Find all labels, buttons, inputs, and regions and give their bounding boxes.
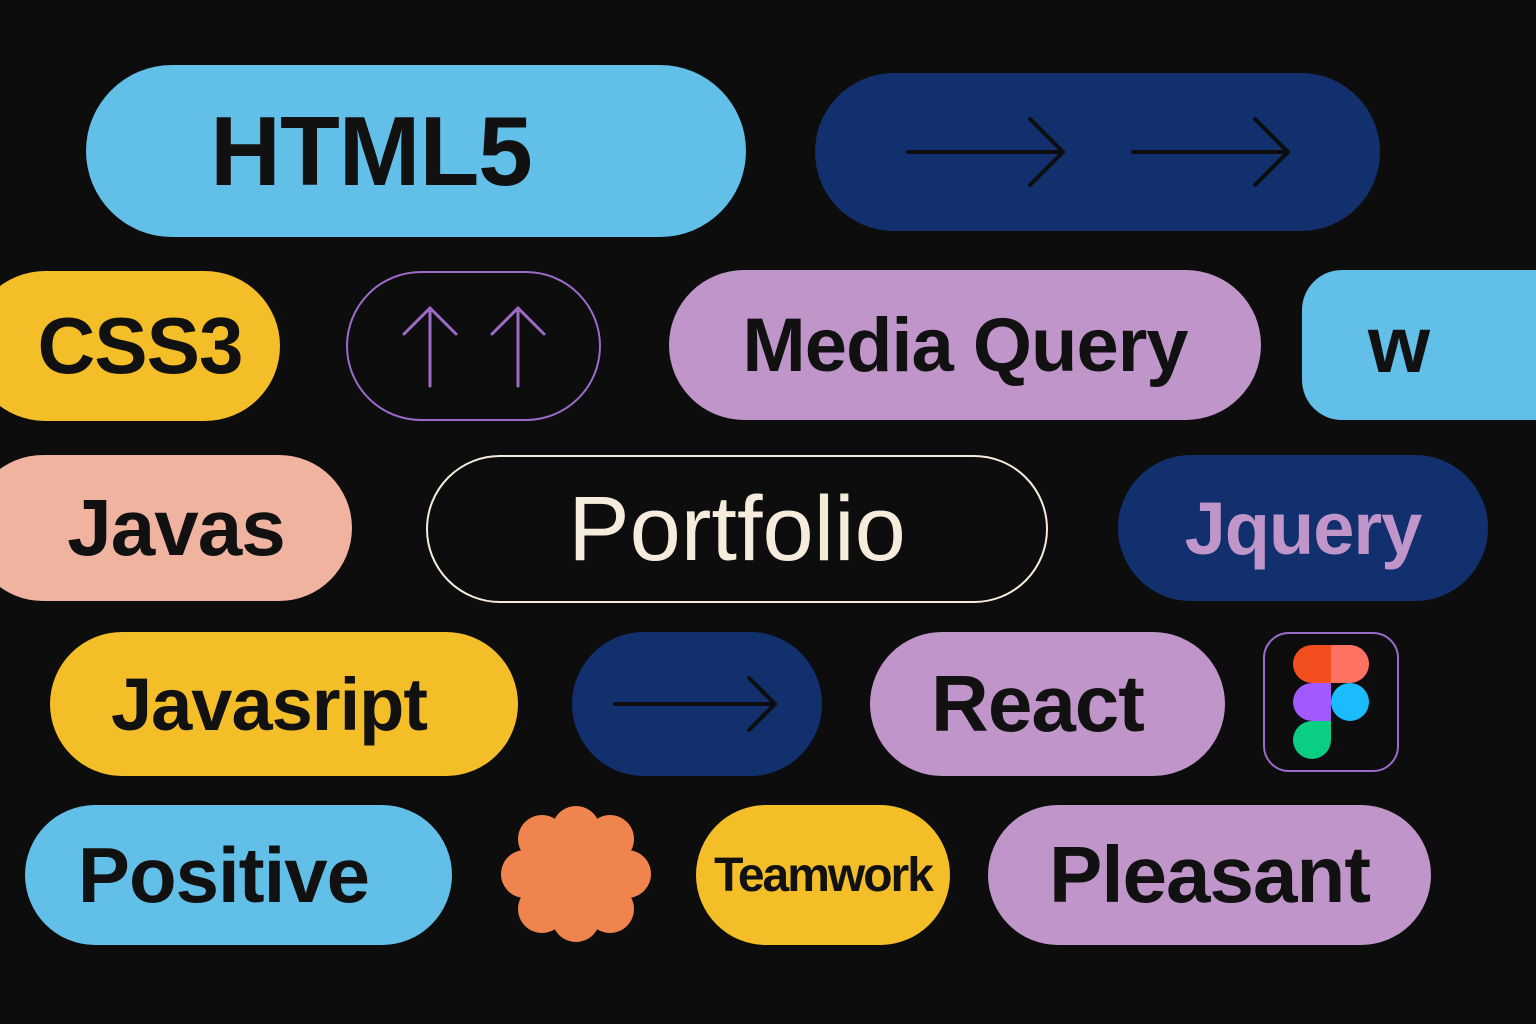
- arrow-pill-double-right[interactable]: [815, 73, 1380, 231]
- tag-javasript-label: Javasript: [111, 662, 428, 746]
- tag-teamwork-label: Teamwork: [714, 848, 934, 902]
- tag-media-query-label: Media Query: [742, 302, 1188, 388]
- tag-javas[interactable]: Javas: [0, 455, 352, 601]
- tag-html5[interactable]: HTML5: [86, 65, 746, 237]
- figma-app-tile[interactable]: [1263, 632, 1399, 772]
- arrow-pill-right[interactable]: [572, 632, 822, 776]
- arrow-right-icon: [613, 676, 777, 732]
- tag-jquery[interactable]: Jquery: [1118, 455, 1488, 601]
- tag-w-label: w: [1367, 300, 1431, 389]
- tag-javas-label: Javas: [67, 483, 285, 572]
- tag-react[interactable]: React: [870, 632, 1225, 776]
- tag-css3[interactable]: CSS3: [0, 271, 280, 421]
- tag-pleasant[interactable]: Pleasant: [988, 805, 1431, 945]
- arrow-up-icon: [402, 306, 545, 388]
- tag-react-label: React: [931, 659, 1145, 748]
- tag-media-query[interactable]: Media Query: [669, 270, 1261, 420]
- tag-teamwork[interactable]: Teamwork: [696, 805, 950, 945]
- tag-positive-label: Positive: [77, 830, 370, 919]
- flower-badge: [495, 803, 657, 945]
- tag-portfolio-label: Portfolio: [568, 477, 906, 580]
- flower-badge-icon: [501, 806, 651, 942]
- tag-javasript[interactable]: Javasript: [50, 632, 518, 776]
- tag-positive[interactable]: Positive: [25, 805, 452, 945]
- tag-pleasant-label: Pleasant: [1048, 830, 1371, 919]
- figma-logo-icon: [1293, 645, 1369, 759]
- tag-css3-label: CSS3: [37, 301, 244, 390]
- tag-html5-label: HTML5: [210, 95, 533, 206]
- arrow-right-icon: [905, 117, 1290, 187]
- arrow-pill-double-up[interactable]: [346, 271, 601, 421]
- tag-portfolio[interactable]: Portfolio: [426, 455, 1048, 603]
- tag-jquery-label: Jquery: [1184, 486, 1423, 570]
- tag-w[interactable]: w: [1302, 270, 1536, 420]
